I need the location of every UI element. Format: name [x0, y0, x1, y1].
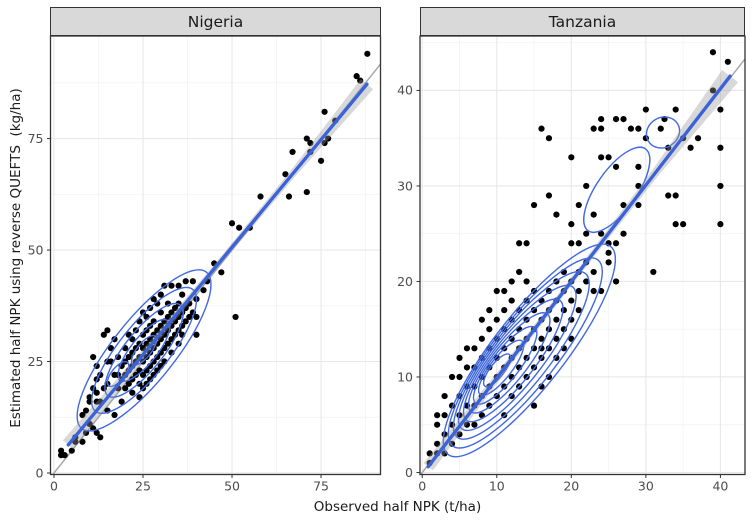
density-contours: [442, 116, 681, 458]
svg-text:25: 25: [135, 479, 151, 494]
svg-text:0: 0: [50, 479, 58, 494]
regression-line: [426, 74, 732, 469]
svg-text:30: 30: [397, 178, 413, 193]
svg-text:25: 25: [28, 354, 44, 369]
panel-nigeria: 0 25 50 75 0 25 50 75: [28, 35, 382, 494]
svg-text:10: 10: [397, 369, 413, 384]
regression-line: [66, 82, 369, 447]
svg-text:20: 20: [397, 274, 413, 289]
facet-strip-tanzania: Tanzania: [420, 7, 745, 36]
svg-text:75: 75: [313, 479, 329, 494]
svg-text:0: 0: [36, 465, 44, 480]
svg-text:50: 50: [28, 242, 44, 257]
panel-border: [49, 35, 382, 476]
axis-ticks-and-labels: 0 10 20 30 40 0 10 20 30 40: [397, 83, 728, 494]
svg-text:20: 20: [563, 479, 579, 494]
svg-text:75: 75: [28, 131, 44, 146]
svg-text:10: 10: [489, 479, 505, 494]
panel-tanzania: 0 10 20 30 40 0 10 20 30 40: [397, 35, 746, 494]
x-axis-title: Observed half NPK (t/ha): [313, 499, 482, 515]
facet-strip-nigeria-label: Nigeria: [187, 12, 244, 31]
axis-ticks-and-labels: 0 25 50 75 0 25 50 75: [28, 131, 329, 494]
facet-strip-tanzania-label: Tanzania: [548, 12, 617, 31]
panel-border: [419, 35, 746, 476]
svg-text:0: 0: [405, 465, 413, 480]
scatter-points: [58, 50, 371, 459]
svg-text:50: 50: [224, 479, 240, 494]
svg-text:0: 0: [418, 479, 426, 494]
svg-text:40: 40: [712, 479, 728, 494]
svg-text:40: 40: [397, 83, 413, 98]
svg-text:30: 30: [638, 479, 654, 494]
